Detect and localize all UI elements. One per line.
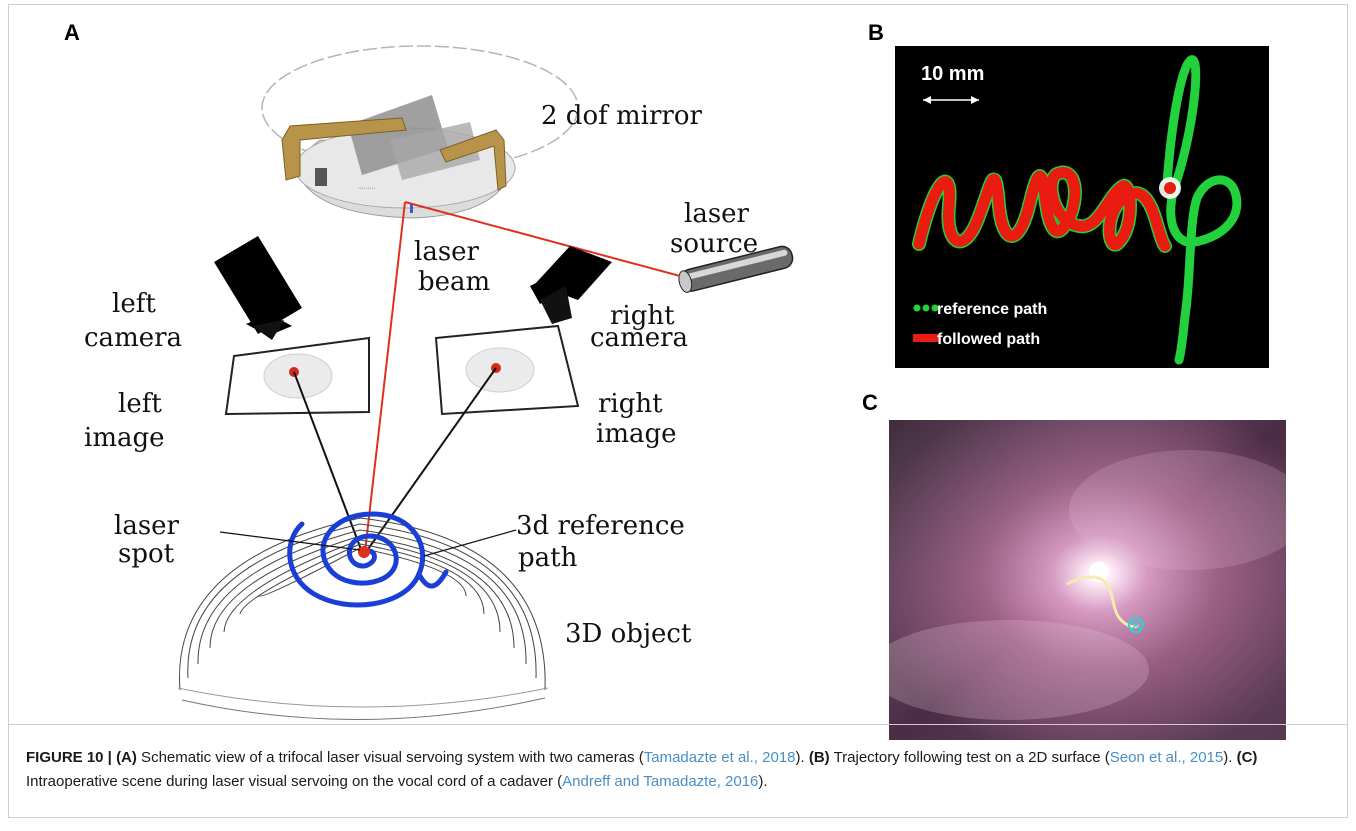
followed-path-red [913,167,1171,252]
laser-source-label-2: source [670,229,758,259]
object-label: 3D object [565,619,692,649]
laser-source-icon [678,245,794,293]
caption-divider [8,724,1348,725]
laser-beam-vertical [364,201,406,553]
3d-object-dome [177,517,549,720]
caption-a-end: ). [795,749,809,766]
figure-caption: FIGURE 10 | (A) Schematic view of a trif… [26,746,1326,794]
ref-path-leader [423,529,517,557]
caption-c-end: ). [758,773,768,790]
left-image-label-1: left [118,389,162,419]
caption-c-text: Intraoperative scene during laser visual… [26,773,563,790]
mirror-blue-mark [410,204,413,213]
mirror-label: 2 dof mirror [541,101,702,131]
laser-beam-horizontal [404,201,681,277]
caption-c-tag: (C) [1236,749,1258,766]
mirror-marking: ∙∙∙∙∙∙∙∙∙ [358,185,376,192]
tracker-spot-core [1164,182,1176,194]
laser-beam-label-2: beam [418,267,490,297]
left-image-blob [263,353,333,399]
intraoperative-image [889,420,1286,740]
ref-path-label-1: 3d reference [516,511,685,541]
laser-beam-label-1: laser [414,237,480,267]
mirror-arm-gold-2 [439,129,507,191]
citation-tamadazte-2018[interactable]: Tamadazte et al., 2018 [643,749,796,766]
panel-c-letter: C [862,390,878,415]
right-image-label-1: right [598,389,663,419]
mirror-plate-2 [390,122,480,180]
ref-path-label-2: path [518,543,578,573]
right-camera-icon [530,246,612,324]
citation-andreff-2016[interactable]: Andreff and Tamadazte, 2016 [562,773,759,790]
trajectory-image: 10 mm reference path followed path [895,46,1269,368]
laser-source-label-1: laser [684,199,750,229]
right-projection-line [365,367,497,553]
legend-followed-label: followed path [937,331,1040,348]
mirror-bracket [315,168,327,186]
laser-spot-leader [219,531,361,551]
laser-spot-label-1: laser [114,511,180,541]
caption-b-tag: (B) [808,749,830,766]
legend-followed: followed path [913,331,1040,348]
figure-frame [8,4,1348,818]
legend-reference: reference path [913,301,1047,318]
left-image-label-2: image [84,423,165,453]
caption-a-text: Schematic view of a trifocal laser visua… [136,749,644,766]
panel-a-letter: A [64,20,80,45]
laser-spot-label-2: spot [118,539,175,569]
right-camera-label-2: camera [590,323,688,353]
left-camera-label-2: camera [84,323,182,353]
right-camera-label-1: right [610,301,675,331]
target-marker [1128,617,1144,633]
schematic-diagram: ∙∙∙∙∙∙∙∙∙ [84,45,794,720]
caption-b-text: Trajectory following test on a 2D surfac… [829,749,1110,766]
left-projection-line [293,371,363,553]
scale-label: 10 mm [921,63,984,85]
caption-a-tag: (A) [116,749,137,766]
right-image-label-2: image [596,419,677,449]
legend-reference-label: reference path [937,301,1047,318]
caption-b-end: ). [1223,749,1237,766]
reference-path-green-loop [1162,55,1242,365]
figure-label: FIGURE 10 | [26,749,112,766]
mirror-arm-gold [281,117,407,181]
laser-spot-dot [358,546,370,558]
reference-path-tail [417,569,449,589]
left-camera-icon [214,236,302,340]
panel-b-letter: B [868,20,884,45]
left-camera-label-1: left [112,289,156,319]
reference-path-spiral [287,511,426,608]
citation-seon-2015[interactable]: Seon et al., 2015 [1109,749,1224,766]
scale-arrow [923,96,979,104]
